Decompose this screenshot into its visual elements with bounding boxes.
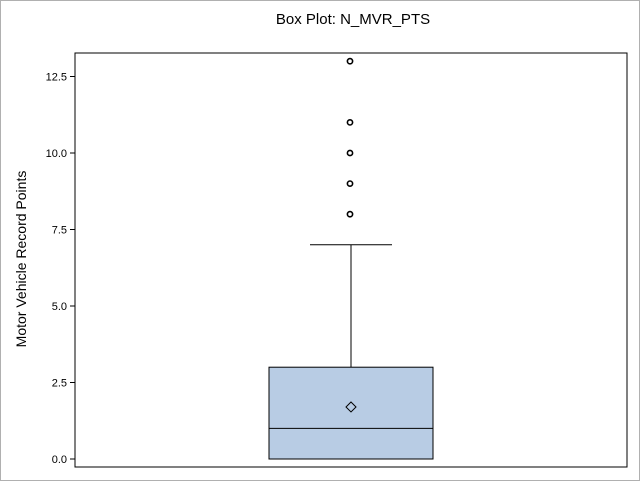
y-tick-label: 10.0 [46, 148, 67, 160]
box-group [268, 244, 434, 460]
outlier-point [346, 210, 354, 218]
y-axis: 0.0 2.5 5.0 7.5 10.0 12.5 [46, 72, 75, 466]
y-tick-label: 5.0 [52, 301, 67, 313]
y-tick-label: 7.5 [52, 225, 67, 237]
outliers [346, 57, 354, 218]
outlier-point [346, 180, 354, 187]
plot-area [74, 52, 628, 468]
mean-marker [345, 401, 357, 413]
outlier-point [346, 57, 354, 65]
chart-title: Box Plot: N_MVR_PTS [276, 11, 430, 28]
iqr-box [268, 366, 434, 460]
y-tick-label: 0.0 [52, 454, 67, 466]
y-axis-label: Motor Vehicle Record Points [13, 171, 29, 348]
outlier-point [346, 119, 354, 126]
y-tick-label: 2.5 [52, 378, 67, 390]
outlier-point [346, 149, 354, 157]
y-tick-label: 12.5 [46, 72, 67, 84]
